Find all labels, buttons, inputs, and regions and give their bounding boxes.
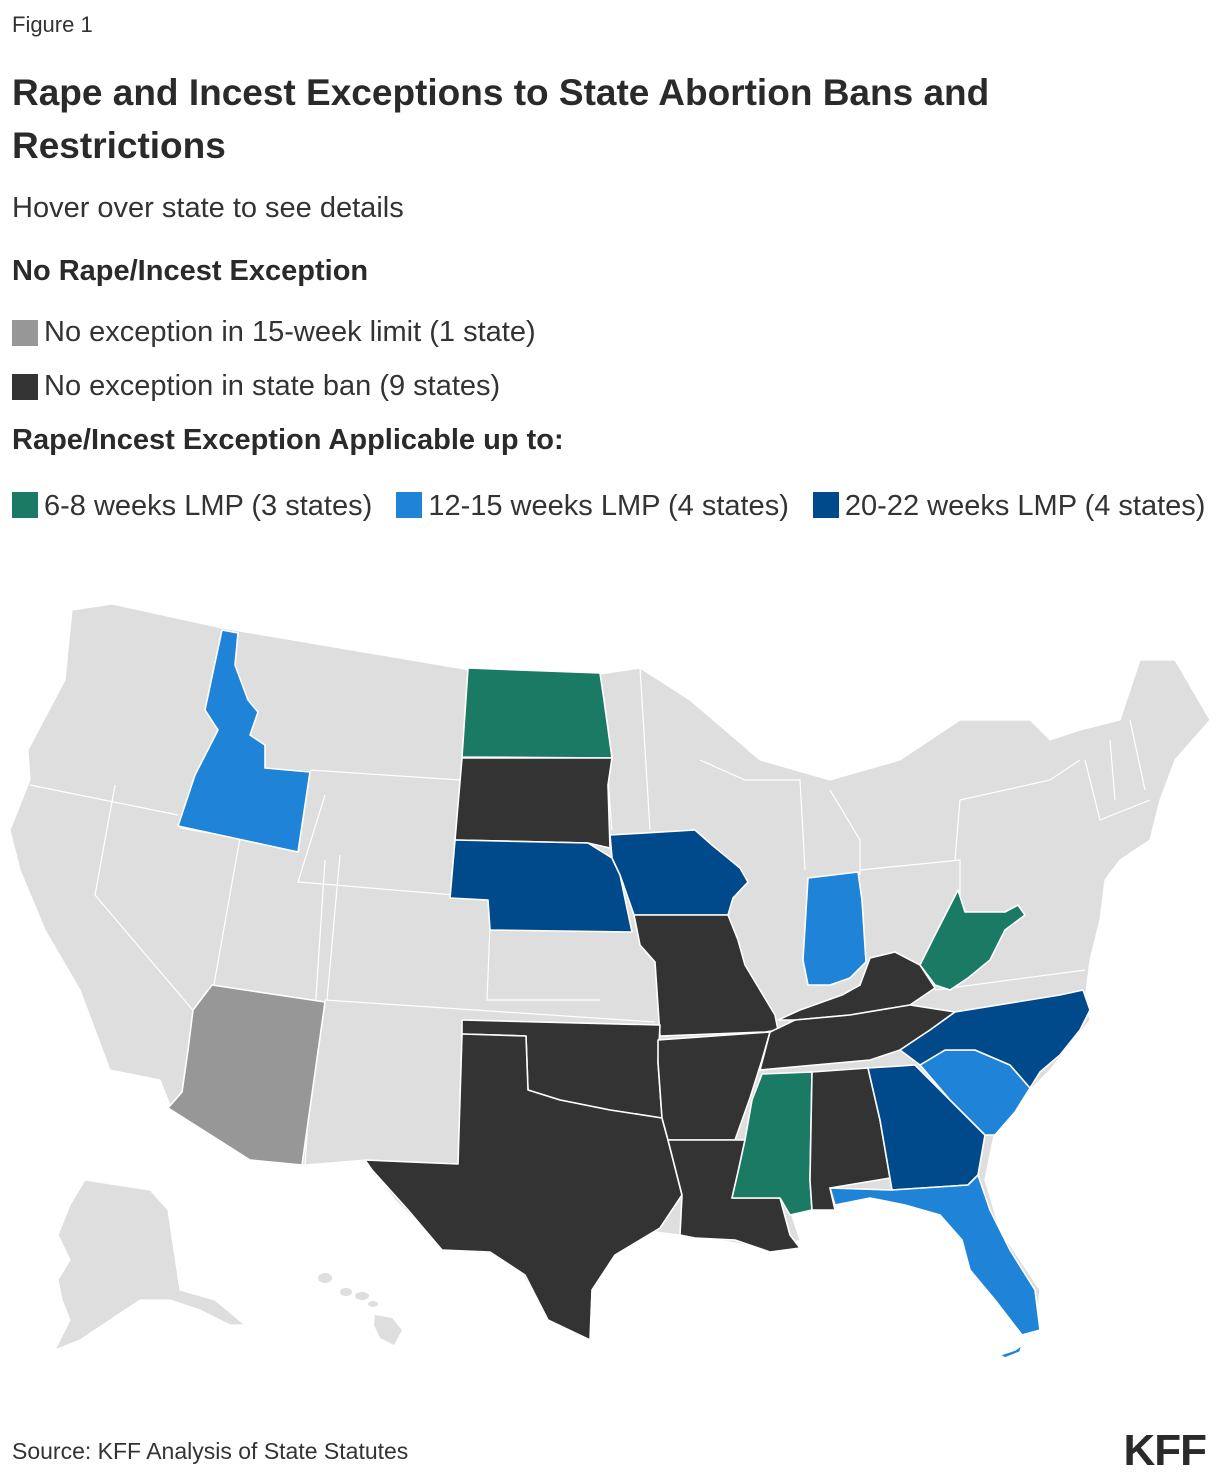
state-missouri[interactable] (633, 914, 779, 1037)
state-iowa[interactable] (609, 829, 749, 916)
legend-item-label: No exception in state ban (9 states) (44, 370, 501, 402)
legend-swatch-dark-blue (812, 492, 839, 518)
state-hawaii[interactable] (318, 1273, 402, 1345)
legend-swatch-green (12, 492, 38, 518)
legend-item-label: 12-15 weeks LMP (4 states) (428, 490, 789, 522)
state-west-virginia[interactable] (919, 889, 1026, 991)
legend-item-20-22-weeks[interactable]: 20-22 weeks LMP (4 states) (812, 490, 1206, 522)
legend-item-12-15-weeks[interactable]: 12-15 weeks LMP (4 states) (396, 490, 789, 522)
state-alaska[interactable] (53, 1179, 247, 1352)
source-note: Source: KFF Analysis of State Statutes (12, 1438, 409, 1464)
state-north-dakota[interactable] (461, 667, 613, 759)
state-florida[interactable] (829, 1174, 1041, 1336)
legend-group-exception-heading: Rape/Incest Exception Applicable up to: (12, 424, 564, 456)
state-north-carolina[interactable] (899, 989, 1091, 1089)
figure-label: Figure 1 (12, 12, 93, 37)
state-indiana[interactable] (802, 871, 867, 986)
non-contiguous-states (53, 1179, 402, 1352)
legend-item-label: 20-22 weeks LMP (4 states) (844, 490, 1206, 522)
us-states-map (9, 603, 1211, 1359)
legend-item-ban-no-exception[interactable]: No exception in state ban (9 states) (12, 370, 500, 403)
state-texas[interactable] (364, 1033, 683, 1341)
state-florida-keys (999, 1344, 1023, 1359)
state-idaho[interactable] (177, 629, 311, 853)
state-nebraska[interactable] (449, 839, 633, 933)
legend-item-15-week-no-exception[interactable]: No exception in 15-week limit (1 state) (12, 316, 536, 349)
legend-item-6-8-weeks[interactable]: 6-8 weeks LMP (3 states) (12, 490, 372, 522)
legend-swatch-light-blue (396, 492, 423, 518)
chart-subtitle: Hover over state to see details (12, 192, 404, 224)
chart-title: Rape and Incest Exceptions to State Abor… (12, 72, 990, 166)
state-arizona[interactable] (167, 984, 326, 1166)
legend-item-label: No exception in 15-week limit (1 state) (44, 316, 536, 348)
kff-logo: KFF (1123, 1426, 1207, 1475)
legend-group-no-exception-heading: No Rape/Incest Exception (12, 255, 369, 287)
legend-swatch-grey (12, 319, 38, 346)
legend-exception-items: 6-8 weeks LMP (3 states) 12-15 weeks LMP… (12, 478, 1212, 534)
legend-item-label: 6-8 weeks LMP (3 states) (44, 490, 373, 522)
legend-swatch-black (12, 373, 38, 400)
colored-states (167, 629, 1091, 1359)
state-south-dakota[interactable] (454, 757, 613, 849)
